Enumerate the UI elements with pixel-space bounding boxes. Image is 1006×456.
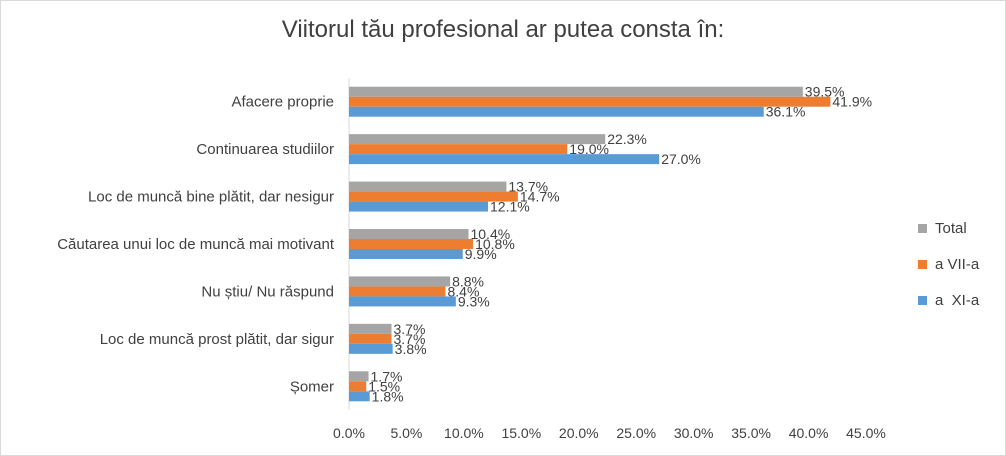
- bar-a-xi-a-continuarea-studiilor: [349, 154, 660, 165]
- bar-total-loc-de-munca-bine-platit-dar-nesigur: [349, 181, 507, 192]
- bar-total-somer: [349, 371, 369, 382]
- bar-a-vii-a-somer: [349, 381, 367, 392]
- bar-total-loc-de-munca-prost-platit-dar-sigur: [349, 323, 392, 334]
- data-label-a-xi-a-continuarea-studiilor: 27.0%: [661, 151, 701, 167]
- legend-item-total: Total: [918, 210, 979, 246]
- legend-label-total: Total: [935, 219, 967, 237]
- category-label-afacere-proprie: Afacere proprie: [231, 94, 334, 111]
- bar-a-xi-a-somer: [349, 391, 370, 402]
- x-tick-label: 5.0%: [390, 425, 422, 441]
- data-label-total-loc-de-munca-bine-platit-dar-nesigur: 13.7%: [508, 179, 548, 195]
- data-label-total-continuarea-studiilor: 22.3%: [607, 131, 647, 147]
- chart-title: Viitorul tău profesional ar putea consta…: [281, 16, 725, 43]
- x-tick-label: 30.0%: [674, 425, 714, 441]
- data-label-a-vii-a-afacere-proprie: 41.9%: [832, 94, 872, 110]
- data-label-a-vii-a-loc-de-munca-bine-platit-dar-nesigur: 14.7%: [520, 189, 560, 205]
- legend-label-vii: a VII-a: [935, 255, 980, 273]
- x-tick-label: 40.0%: [789, 425, 829, 441]
- data-label-a-vii-a-nu-stiu-nu-raspund: 8.4%: [448, 283, 480, 299]
- x-tick-label: 45.0%: [846, 425, 886, 441]
- data-label-a-vii-a-somer: 1.5%: [368, 378, 400, 394]
- legend-swatch-vii: [918, 259, 927, 269]
- bar-a-vii-a-loc-de-munca-prost-platit-dar-sigur: [349, 333, 392, 344]
- bar-a-xi-a-afacere-proprie: [349, 106, 764, 117]
- bar-total-cautarea-unui-loc-de-munca-mai-motivant: [349, 229, 469, 239]
- x-tick-label: 15.0%: [501, 425, 541, 441]
- legend-item-vii: a VII-a: [918, 246, 979, 282]
- data-label-a-vii-a-continuarea-studiilor: 19.0%: [569, 141, 609, 157]
- category-label-loc-de-munca-prost-platit-dar-sigur: Loc de muncă prost plătit, dar sigur: [100, 331, 334, 348]
- x-tick-label: 0.0%: [333, 425, 365, 441]
- data-label-total-somer: 1.7%: [371, 368, 403, 384]
- bar-a-vii-a-nu-stiu-nu-raspund: [349, 286, 446, 297]
- bar-a-vii-a-cautarea-unui-loc-de-munca-mai-motivant: [349, 239, 474, 249]
- bar-total-afacere-proprie: [349, 86, 803, 97]
- data-label-a-xi-a-nu-stiu-nu-raspund: 9.3%: [458, 293, 490, 309]
- category-label-somer: Șomer: [290, 378, 334, 395]
- category-label-nu-stiu-nu-raspund: Nu știu/ Nu răspund: [201, 283, 334, 300]
- data-label-a-vii-a-loc-de-munca-prost-platit-dar-sigur: 3.7%: [394, 331, 426, 347]
- data-label-a-xi-a-somer: 1.8%: [372, 388, 404, 404]
- bar-a-xi-a-cautarea-unui-loc-de-munca-mai-motivant: [349, 249, 463, 259]
- category-label-cautarea-unui-loc-de-munca-mai-motivant: Căutarea unui loc de muncă mai motivant: [57, 236, 335, 253]
- legend-item-xi: a XI-a: [918, 282, 979, 318]
- category-label-continuarea-studiilor: Continuarea studiilor: [196, 141, 334, 158]
- data-label-total-nu-stiu-nu-raspund: 8.8%: [452, 273, 484, 289]
- data-label-a-xi-a-loc-de-munca-prost-platit-dar-sigur: 3.8%: [395, 341, 427, 357]
- bar-a-xi-a-loc-de-munca-bine-platit-dar-nesigur: [349, 201, 489, 212]
- data-label-a-xi-a-loc-de-munca-bine-platit-dar-nesigur: 12.1%: [490, 199, 530, 215]
- data-label-a-xi-a-afacere-proprie: 36.1%: [766, 104, 806, 120]
- bar-total-nu-stiu-nu-raspund: [349, 276, 451, 287]
- bar-total-continuarea-studiilor: [349, 134, 606, 145]
- category-label-loc-de-munca-bine-platit-dar-nesigur: Loc de muncă bine plătit, dar nesigur: [88, 189, 334, 206]
- x-tick-label: 25.0%: [616, 425, 656, 441]
- legend-swatch-total: [918, 223, 927, 233]
- data-label-total-loc-de-munca-prost-platit-dar-sigur: 3.7%: [394, 321, 426, 337]
- bar-a-vii-a-afacere-proprie: [349, 96, 831, 107]
- legend: Total a VII-a a XI-a: [918, 210, 979, 318]
- legend-label-xi: a XI-a: [935, 291, 980, 309]
- bar-a-xi-a-loc-de-munca-prost-platit-dar-sigur: [349, 343, 393, 354]
- data-label-total-cautarea-unui-loc-de-munca-mai-motivant: 10.4%: [470, 226, 510, 242]
- bar-a-xi-a-nu-stiu-nu-raspund: [349, 296, 456, 307]
- legend-swatch-xi: [918, 295, 927, 305]
- data-label-total-afacere-proprie: 39.5%: [805, 84, 845, 100]
- bar-a-vii-a-loc-de-munca-bine-platit-dar-nesigur: [349, 191, 518, 202]
- x-tick-label: 10.0%: [444, 425, 484, 441]
- data-label-a-xi-a-cautarea-unui-loc-de-munca-mai-motivant: 9.9%: [465, 246, 497, 262]
- x-tick-label: 20.0%: [559, 425, 599, 441]
- x-tick-label: 35.0%: [731, 425, 771, 441]
- data-label-a-vii-a-cautarea-unui-loc-de-munca-mai-motivant: 10.8%: [475, 236, 515, 252]
- bar-a-vii-a-continuarea-studiilor: [349, 144, 568, 155]
